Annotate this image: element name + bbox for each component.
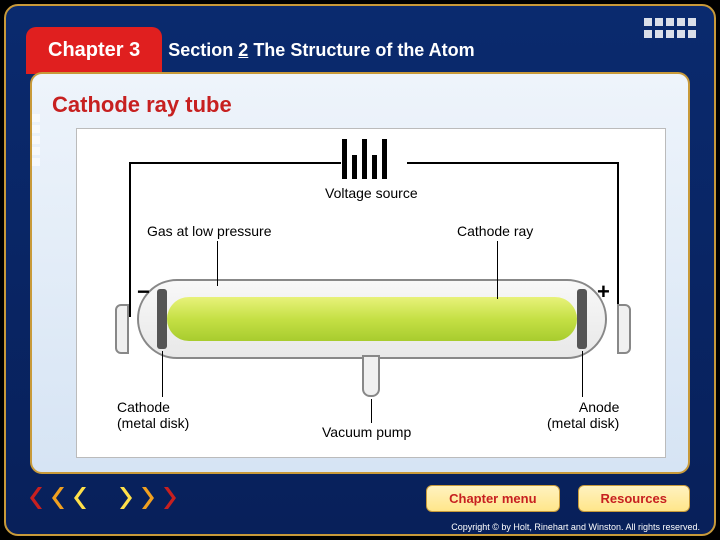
anode-disk [577,289,587,349]
header: Chapter 3 Section 2 The Structure of the… [26,24,584,76]
section-prefix: Section [168,40,233,60]
nav-prev[interactable] [30,487,94,509]
tube-neck-right [617,304,631,354]
label-voltage-source: Voltage source [325,185,418,201]
leader-line [582,351,583,397]
chapter-tab: Chapter 3 [26,27,162,74]
leader-line [217,241,218,286]
cathode-ray-diagram: Voltage source − + Gas at low pressure C… [76,128,666,458]
chevron-right-icon [134,487,154,509]
tube-bottom-port [362,355,380,397]
resources-button[interactable]: Resources [578,485,690,512]
bottom-bar: Chapter menu Resources [6,478,714,518]
chevron-left-icon [30,487,50,509]
label-anode: Anode (metal disk) [547,399,619,431]
label-cathode-ray: Cathode ray [457,223,533,239]
decoration-top-right [644,18,696,26]
section-number: 2 [238,40,248,60]
wire [617,162,619,317]
chevron-right-icon [112,487,132,509]
plus-sign: + [597,279,610,305]
leader-line [371,399,372,423]
cathode-ray-beam [167,297,577,341]
wire [407,162,617,164]
voltage-source-icon [342,139,387,179]
tube-neck-left [115,304,129,354]
slide-frame: Chapter 3 Section 2 The Structure of the… [4,4,716,536]
chevron-left-icon [74,487,94,509]
label-cathode-sub: (metal disk) [117,415,189,431]
label-vacuum-pump: Vacuum pump [322,424,411,440]
content-card: Cathode ray tube Voltage source − + [30,72,690,474]
slide-title: Cathode ray tube [52,92,668,118]
nav-next[interactable] [112,487,176,509]
wire [131,162,341,164]
wire [129,162,131,317]
decoration-left [32,114,40,166]
label-cathode: Cathode (metal disk) [117,399,189,431]
label-anode-sub: (metal disk) [547,415,619,431]
label-cathode-text: Cathode [117,399,170,415]
copyright-text: Copyright © by Holt, Rinehart and Winsto… [451,522,700,532]
leader-line [162,351,163,397]
section-title: Section 2 The Structure of the Atom [168,40,474,61]
leader-line [497,241,498,299]
chevron-left-icon [52,487,72,509]
chevron-right-icon [156,487,176,509]
decoration-top-right-2 [644,30,696,38]
chapter-menu-button[interactable]: Chapter menu [426,485,559,512]
label-gas-low-pressure: Gas at low pressure [147,223,272,239]
minus-sign: − [137,279,150,305]
section-name: The Structure of the Atom [253,40,474,60]
label-anode-text: Anode [579,399,619,415]
cathode-disk [157,289,167,349]
